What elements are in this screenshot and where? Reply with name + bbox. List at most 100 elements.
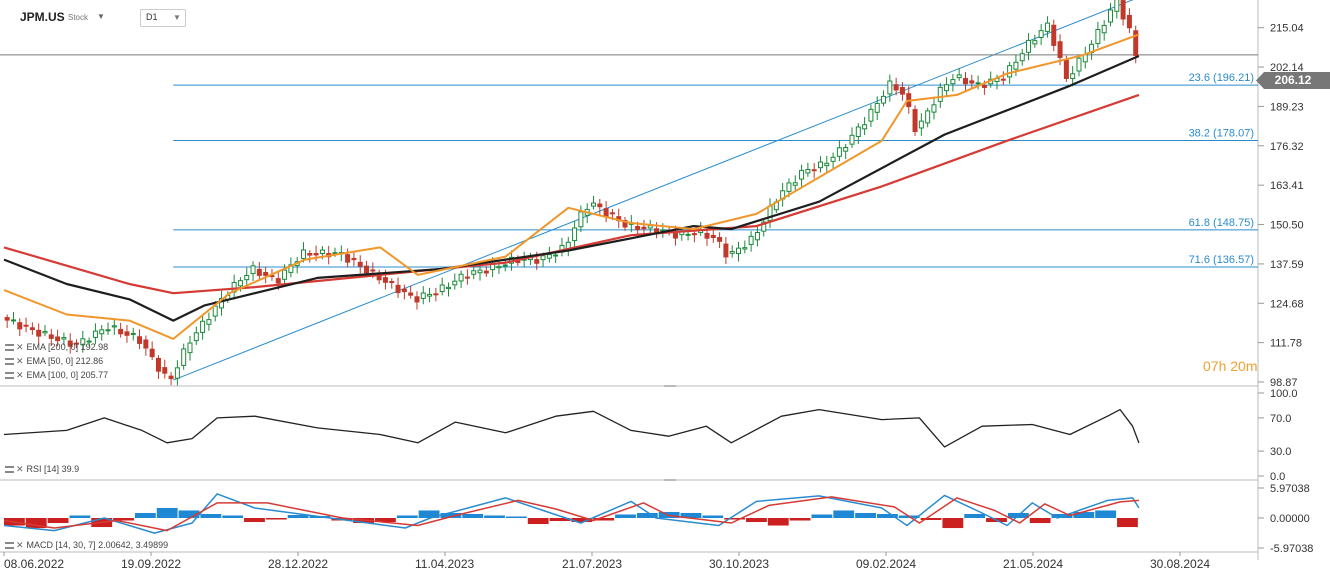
candle-body (546, 254, 552, 259)
price-axis-tick: 202.14 (1270, 62, 1304, 74)
candle-body (155, 357, 161, 372)
macd-histogram-bar (156, 507, 178, 518)
macd-axis-tick: -5.97038 (1270, 543, 1313, 555)
candle-body (219, 297, 225, 309)
fibonacci-label: 38.2 (178.07) (1189, 127, 1254, 139)
chart-toolbar: JPM.US Stock ▼ D1 ▼ (0, 0, 1260, 30)
countdown-minutes: 20m (1230, 358, 1258, 374)
candle-body (956, 74, 962, 79)
rsi-axis-tick: 70.0 (1270, 413, 1291, 425)
candle-body (99, 329, 105, 335)
candle-body (471, 270, 477, 275)
legend-ema-50[interactable]: ✕ EMA [50, 0] 212.86 (5, 356, 103, 367)
candle-body (282, 269, 288, 280)
candle-body (143, 339, 149, 349)
macd-histogram-bar (505, 516, 527, 518)
candle-body (849, 134, 855, 145)
drag-handle-icon[interactable] (5, 466, 14, 474)
candle-body (1101, 24, 1107, 34)
candle-body (912, 109, 918, 133)
macd-axis-tick: 0.00000 (1270, 513, 1310, 525)
candle-body (67, 340, 73, 347)
macd-histogram-bar (418, 510, 440, 518)
macd-histogram-bar (462, 513, 484, 518)
candle-body (130, 332, 136, 335)
candle-body (1019, 53, 1025, 62)
candle-body (275, 278, 281, 284)
candle-body (464, 276, 470, 279)
price-axis-tick: 150.50 (1270, 220, 1304, 232)
price-axis-tick: 111.78 (1270, 338, 1302, 350)
close-icon[interactable]: ✕ (16, 342, 24, 352)
candle-body (92, 330, 98, 338)
legend-ema-200[interactable]: ✕ EMA [200, 0] 192.98 (5, 342, 108, 353)
macd-histogram-bar (571, 518, 593, 523)
macd-histogram-bar (178, 510, 200, 518)
candle-body (483, 270, 489, 274)
candle-body (1070, 73, 1076, 80)
macd-histogram-bar (396, 515, 418, 518)
symbol-label[interactable]: JPM.US (20, 10, 65, 24)
candle-body (496, 266, 502, 269)
candle-body (534, 259, 540, 264)
candle-body (1133, 30, 1139, 56)
macd-histogram-bar (222, 515, 244, 518)
candle-body (805, 168, 811, 174)
candle-body (149, 348, 155, 358)
candle-body (124, 331, 130, 336)
price-axis-tick: 137.59 (1270, 259, 1304, 271)
rsi-line (3, 408, 1140, 448)
countdown-hours: 07h (1203, 358, 1227, 374)
candle-body (597, 203, 603, 208)
legend-macd[interactable]: ✕ MACD [14, 30, 7] 2.00642, 3.49899 (5, 540, 168, 551)
close-icon[interactable]: ✕ (16, 464, 24, 474)
candle-body (691, 233, 697, 236)
legend-rsi[interactable]: ✕ RSI [14] 39.9 (5, 464, 79, 475)
candle-body (786, 182, 792, 192)
legend-ema-50-label: EMA [50, 0] 212.86 (26, 356, 104, 366)
macd-histogram-bar (549, 518, 571, 522)
close-icon[interactable]: ✕ (16, 540, 24, 550)
candle-body (830, 156, 836, 162)
drag-handle-icon[interactable] (5, 542, 14, 550)
drag-handle-icon[interactable] (5, 344, 14, 352)
legend-ema-100[interactable]: ✕ EMA [100, 0] 205.77 (5, 370, 108, 381)
candle-body (635, 225, 641, 231)
candle-body (1126, 14, 1132, 29)
candle-body (162, 367, 168, 374)
drag-handle-icon[interactable] (5, 358, 14, 366)
candle-body (572, 227, 578, 242)
close-icon[interactable]: ✕ (16, 356, 24, 366)
candle-body (862, 124, 868, 130)
macd-histogram-bar (855, 512, 876, 518)
candle-body (351, 257, 357, 261)
candle-body (80, 338, 86, 346)
candle-body (345, 254, 351, 263)
candle-body (36, 329, 42, 337)
macd-histogram-bar (680, 512, 702, 518)
candle-body (1051, 24, 1057, 46)
candle-body (401, 288, 407, 293)
candle-body (874, 102, 880, 113)
candle-body (414, 296, 420, 303)
candle-body (855, 126, 861, 137)
candle-body (1007, 65, 1013, 78)
macd-histogram-bar (69, 515, 91, 518)
macd-axis-tick: 5.97038 (1270, 483, 1310, 495)
timeframe-select[interactable]: D1 ▼ (140, 9, 186, 27)
candle-body (502, 264, 508, 267)
instrument-type: Stock (68, 13, 89, 22)
candle-body (660, 229, 666, 232)
candle-body (168, 375, 174, 380)
close-icon[interactable]: ✕ (16, 370, 24, 380)
candle-body (609, 212, 615, 215)
drag-handle-icon[interactable] (5, 372, 14, 380)
timeframe-value: D1 (146, 12, 158, 22)
candle-body (1000, 78, 1006, 81)
candle-body (74, 342, 80, 345)
legend-macd-label: MACD [14, 30, 7] 2.00642, 3.49899 (26, 540, 169, 550)
last-price-value: 206.12 (1274, 73, 1312, 87)
macd-histogram-bar (964, 513, 986, 518)
symbol-dropdown-icon[interactable]: ▼ (97, 12, 105, 21)
